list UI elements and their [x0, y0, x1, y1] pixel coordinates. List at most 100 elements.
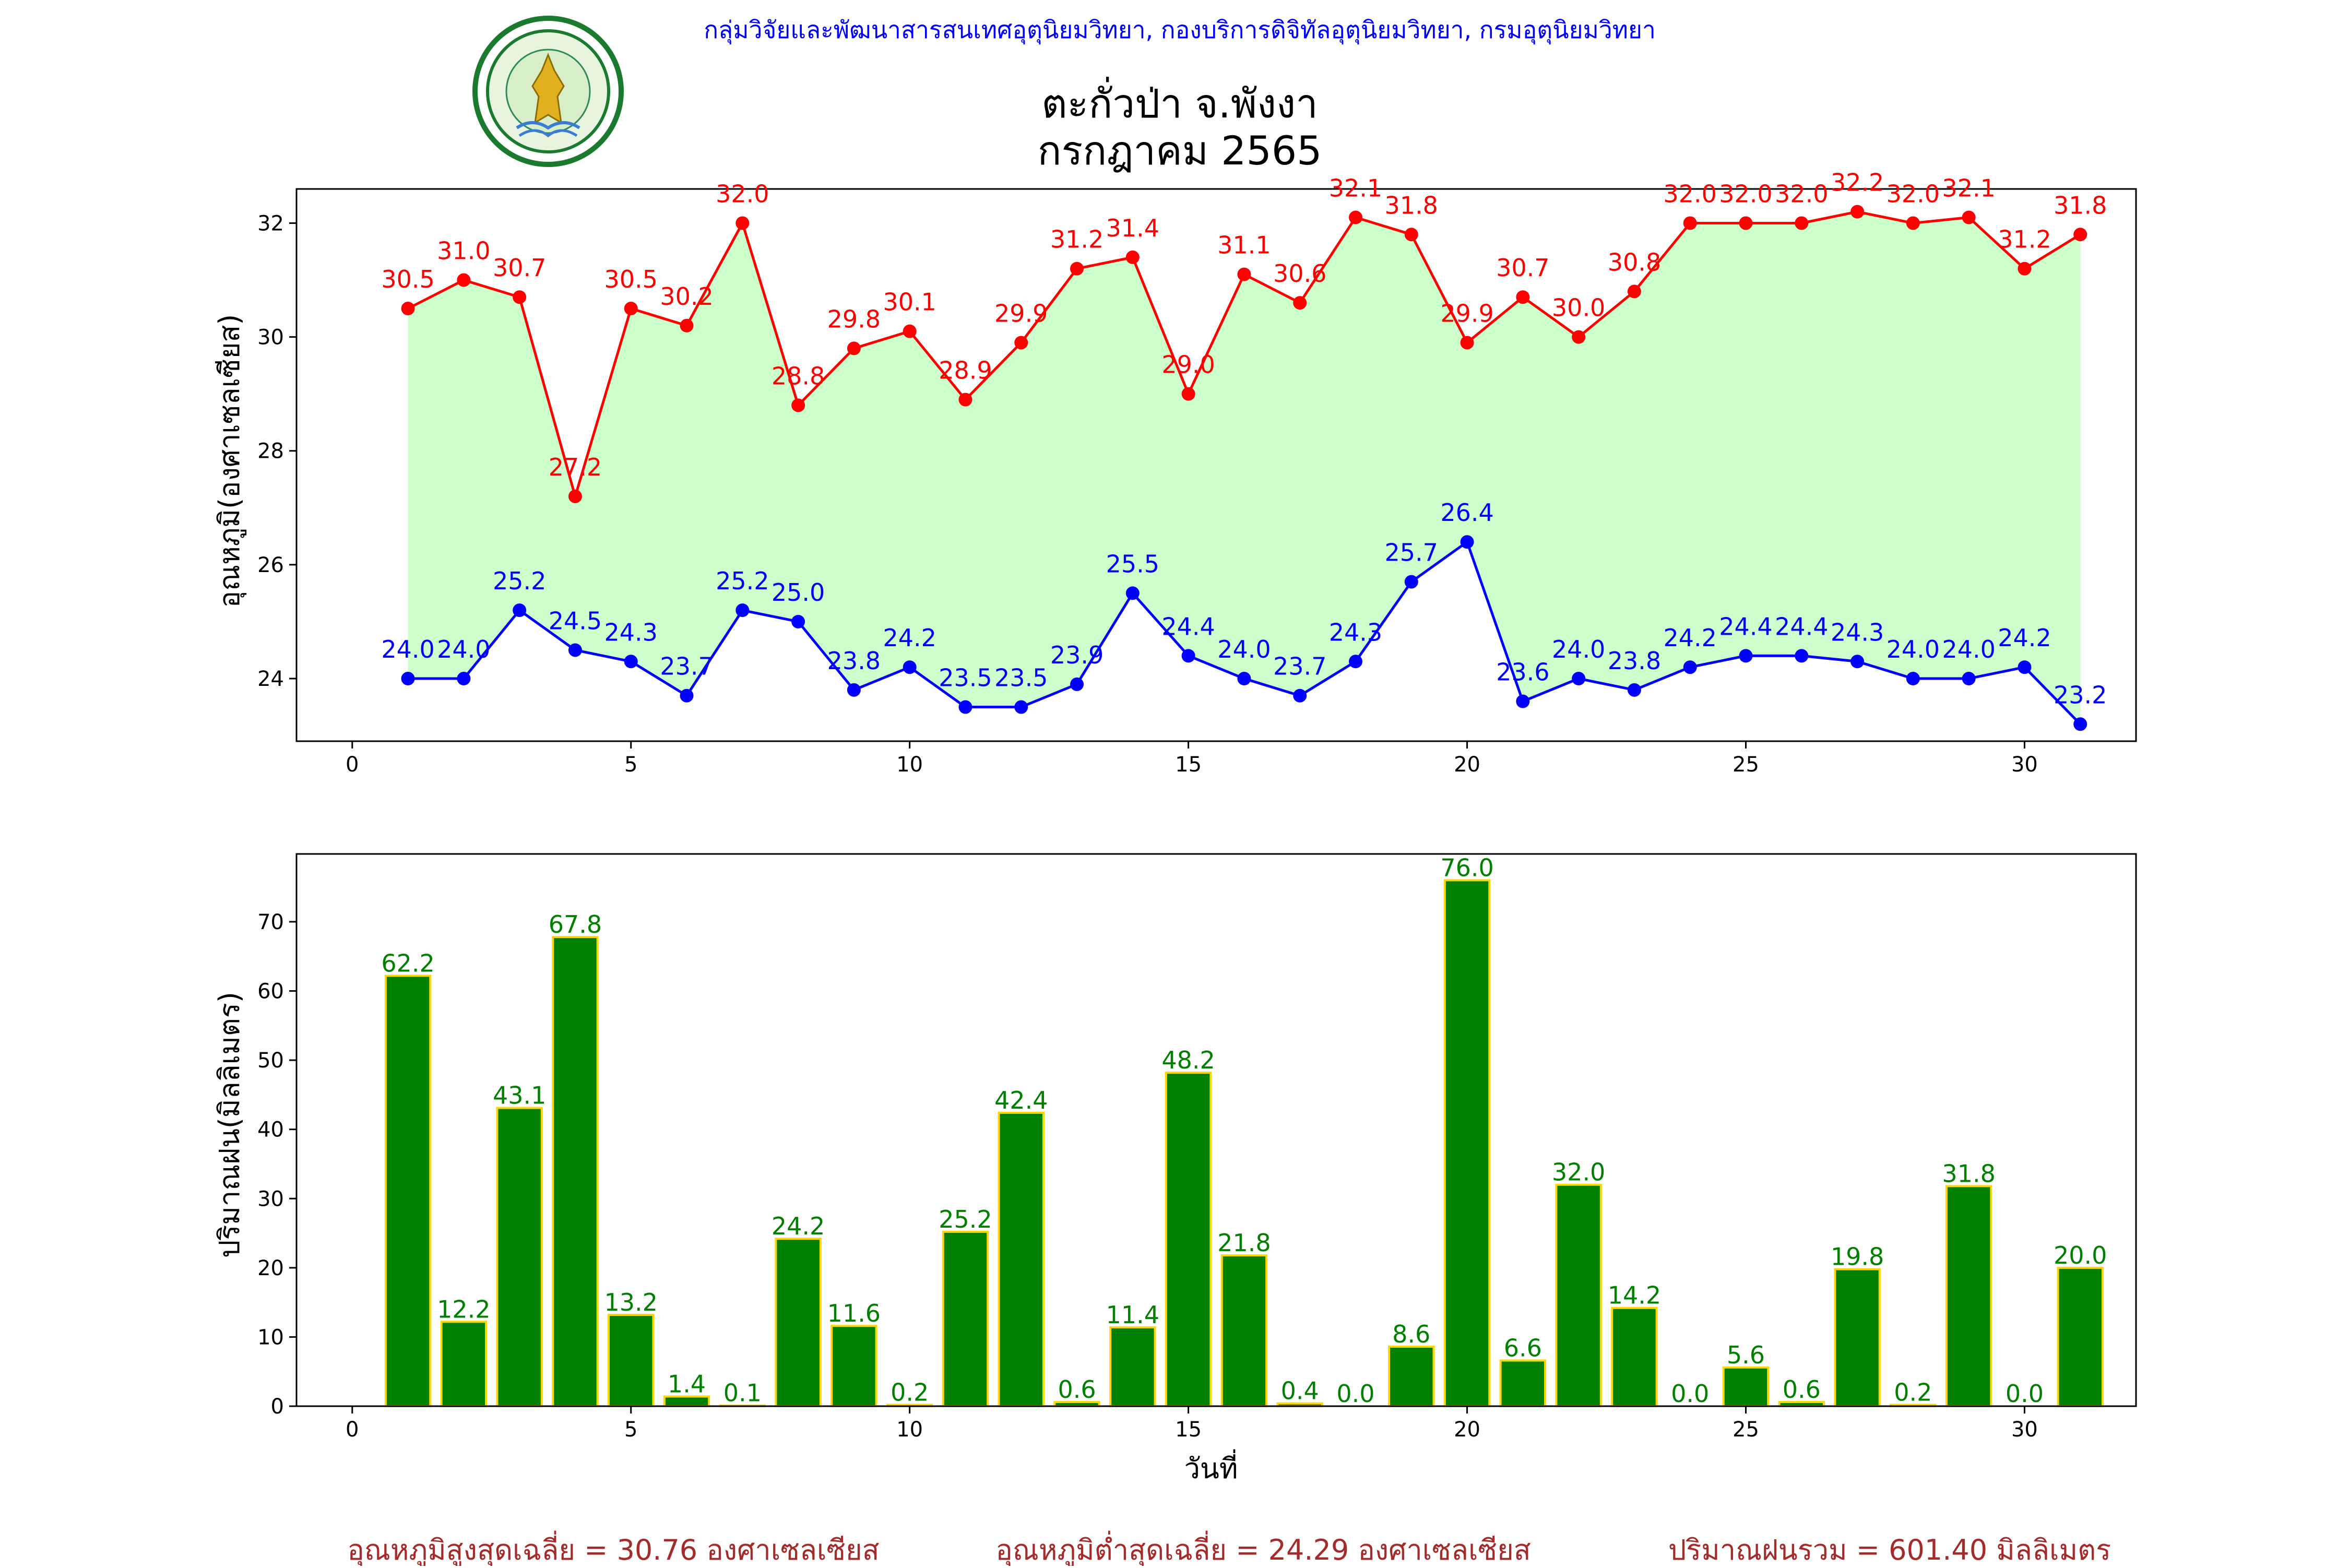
max-temperature-data-label: 28.8	[772, 362, 825, 390]
min-temperature-point	[1683, 660, 1697, 674]
rainfall-data-label: 31.8	[1942, 1159, 1995, 1187]
rainfall-y-tick-label: 30	[257, 1187, 284, 1211]
min-temperature-data-label: 24.2	[1998, 624, 2051, 652]
min-temperature-point	[1070, 677, 1084, 691]
department-logo	[472, 16, 624, 167]
rainfall-data-label: 6.6	[1504, 1334, 1542, 1362]
min-temperature-point	[847, 683, 861, 697]
rainfall-data-label: 0.2	[1894, 1378, 1932, 1406]
min-temperature-data-label: 24.0	[1217, 635, 1271, 663]
min-temperature-data-label: 24.4	[1775, 612, 1828, 640]
rainfall-bar	[608, 1313, 655, 1407]
temperature-x-tick-label: 30	[2011, 753, 2038, 777]
max-temperature-point	[791, 398, 805, 412]
max-temperature-data-label: 32.1	[1942, 174, 1995, 203]
rainfall-data-label: 62.2	[381, 949, 434, 977]
min-temperature-data-label: 23.2	[2054, 681, 2107, 709]
max-temperature-data-label: 32.2	[1831, 169, 1884, 197]
max-temperature-data-label: 32.0	[1775, 180, 1828, 208]
min-temperature-data-label: 23.7	[660, 652, 713, 681]
max-temperature-data-label: 28.9	[939, 357, 992, 385]
min-temperature-point	[1014, 700, 1028, 714]
min-temperature-point	[1572, 672, 1586, 686]
rainfall-bar	[1388, 1345, 1435, 1408]
rainfall-bar	[1611, 1306, 1658, 1408]
min-temperature-data-label: 23.6	[1496, 658, 1549, 686]
max-temperature-point	[680, 318, 694, 332]
max-temperature-data-label: 29.9	[994, 299, 1048, 327]
rainfall-y-tick-label: 60	[257, 980, 284, 1004]
rainfall-x-tick-label: 10	[896, 1418, 923, 1442]
min-temperature-point	[513, 603, 527, 617]
temperature-range-fill	[408, 211, 2081, 724]
rainfall-data-label: 20.0	[2054, 1241, 2107, 1269]
min-temperature-data-label: 24.0	[437, 635, 490, 663]
max-temperature-data-label: 29.8	[827, 305, 881, 333]
min-temperature-point	[2073, 717, 2087, 731]
min-temperature-point	[1237, 672, 1251, 686]
max-temperature-point	[1906, 216, 1920, 230]
min-temperature-point	[903, 660, 917, 674]
temperature-y-tick-label: 30	[257, 326, 284, 350]
min-temperature-data-label: 24.0	[1552, 635, 1605, 663]
max-temperature-data-label: 32.0	[1719, 180, 1772, 208]
min-temperature-data-label: 25.5	[1106, 550, 1159, 578]
chart-title-line2: กรกฎาคม 2565	[1037, 127, 1322, 174]
min-temperature-data-label: 24.3	[1831, 618, 1884, 646]
rainfall-data-label: 0.4	[1281, 1377, 1319, 1405]
max-temperature-point	[1627, 284, 1641, 299]
max-temperature-data-label: 27.2	[549, 453, 602, 481]
max-temperature-point	[2073, 228, 2087, 242]
rainfall-data-label: 11.4	[1106, 1301, 1159, 1329]
rainfall-data-label: 0.1	[723, 1379, 762, 1407]
max-temperature-point	[1683, 216, 1697, 230]
min-temperature-point	[958, 700, 972, 714]
rainfall-x-tick-label: 5	[624, 1418, 637, 1442]
max-temperature-data-label: 29.9	[1440, 299, 1493, 327]
rainfall-bar	[2057, 1266, 2104, 1408]
max-temperature-data-label: 29.0	[1161, 351, 1215, 379]
rainfall-bar	[552, 936, 599, 1408]
max-temperature-point	[1850, 205, 1865, 219]
min-temperature-data-label: 25.7	[1385, 539, 1438, 567]
temperature-plot-frame	[295, 188, 2137, 742]
rainfall-bar	[1165, 1071, 1212, 1407]
rainfall-bar	[942, 1230, 989, 1408]
rainfall-y-tick-label: 0	[271, 1395, 284, 1419]
min-temperature-data-label: 23.8	[827, 647, 881, 675]
rainfall-data-label: 0.0	[2006, 1380, 2044, 1408]
max-temperature-point	[1739, 216, 1753, 230]
min-temperature-point	[1795, 649, 1809, 663]
rainfall-data-label: 0.6	[1783, 1375, 1821, 1404]
rainfall-x-tick-label: 15	[1175, 1418, 1202, 1442]
max-temperature-point	[1293, 296, 1307, 310]
temperature-x-tick-label: 5	[624, 753, 637, 777]
rainfall-data-label: 42.4	[994, 1086, 1048, 1114]
footer-avg-max-temp: อุณหภูมิสูงสุดเฉลี่ย = 30.76 องศาเซลเซีย…	[347, 1530, 879, 1566]
max-temperature-point	[735, 216, 750, 230]
min-temperature-data-label: 25.2	[716, 567, 769, 595]
max-temperature-data-label: 30.5	[604, 265, 658, 293]
rainfall-bar	[440, 1321, 488, 1408]
rainfall-x-tick-label: 25	[1733, 1418, 1759, 1442]
rainfall-y-tick-label: 50	[257, 1049, 284, 1073]
min-temperature-data-label: 26.4	[1440, 498, 1493, 527]
rainfall-data-label: 19.8	[1831, 1242, 1884, 1270]
rainfall-y-tick-label: 40	[257, 1118, 284, 1142]
max-temperature-point	[1125, 250, 1140, 264]
rainfall-data-label: 21.8	[1217, 1229, 1271, 1257]
rainfall-y-tick-label: 70	[257, 910, 284, 934]
min-temperature-data-label: 24.3	[1329, 618, 1382, 646]
rainfall-data-label: 0.0	[1671, 1380, 1709, 1408]
rainfall-data-label: 43.1	[493, 1082, 546, 1110]
max-temperature-data-label: 30.2	[660, 282, 713, 311]
temperature-y-axis-label: อุณหภูมิ(องศาเซลเซียส)	[213, 314, 247, 608]
rainfall-data-label: 48.2	[1161, 1046, 1215, 1074]
rainfall-data-label: 0.2	[891, 1378, 929, 1406]
max-temperature-point	[1516, 290, 1530, 304]
max-temperature-data-label: 30.0	[1552, 294, 1605, 322]
agency-line: กลุ่มวิจัยและพัฒนาสารสนเทศอุตุนิยมวิทยา,…	[704, 16, 1656, 45]
rainfall-data-label: 12.2	[437, 1295, 490, 1323]
max-temperature-point	[1572, 330, 1586, 344]
temperature-y-tick-label: 32	[257, 211, 284, 235]
